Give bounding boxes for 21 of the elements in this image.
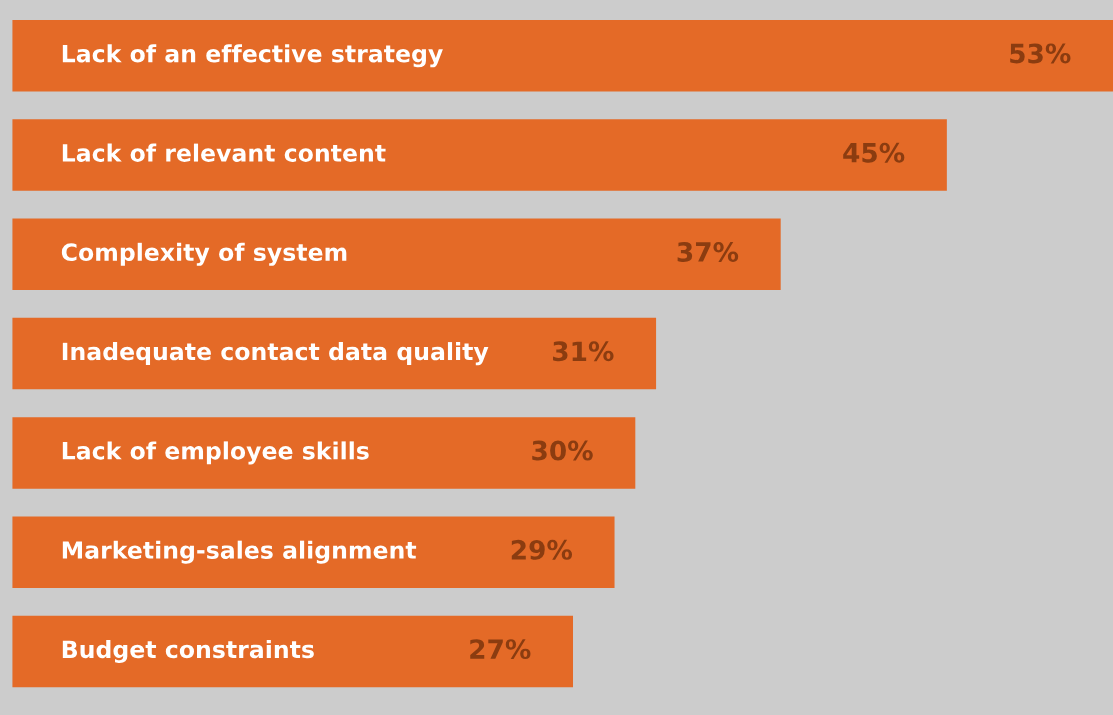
bar	[12, 516, 615, 588]
data-label: 29%	[511, 539, 573, 560]
bar	[12, 417, 636, 489]
y-tick-label: Lack of an effective strategy	[62, 44, 443, 68]
bar	[12, 615, 574, 688]
data-label: 37%	[677, 242, 739, 262]
data-label: 45%	[843, 142, 905, 163]
data-label: 53%	[1010, 43, 1071, 64]
bar	[12, 317, 657, 390]
bar	[12, 119, 947, 191]
y-tick-label: Complexity of system	[61, 242, 347, 266]
data-label: 31%	[553, 341, 614, 362]
bar	[12, 218, 781, 291]
y-tick-label: Marketing-sales alignment	[62, 540, 417, 564]
y-tick-label: Budget constraints	[62, 639, 314, 663]
y-tick-label: Lack of employee skills	[62, 441, 369, 465]
data-label: 27%	[470, 639, 531, 660]
bar	[12, 20, 1113, 92]
y-tick-label: Lack of relevant content	[62, 143, 386, 162]
data-label: 30%	[532, 440, 593, 461]
y-tick-label: Inadequate contact data quality	[62, 342, 489, 366]
